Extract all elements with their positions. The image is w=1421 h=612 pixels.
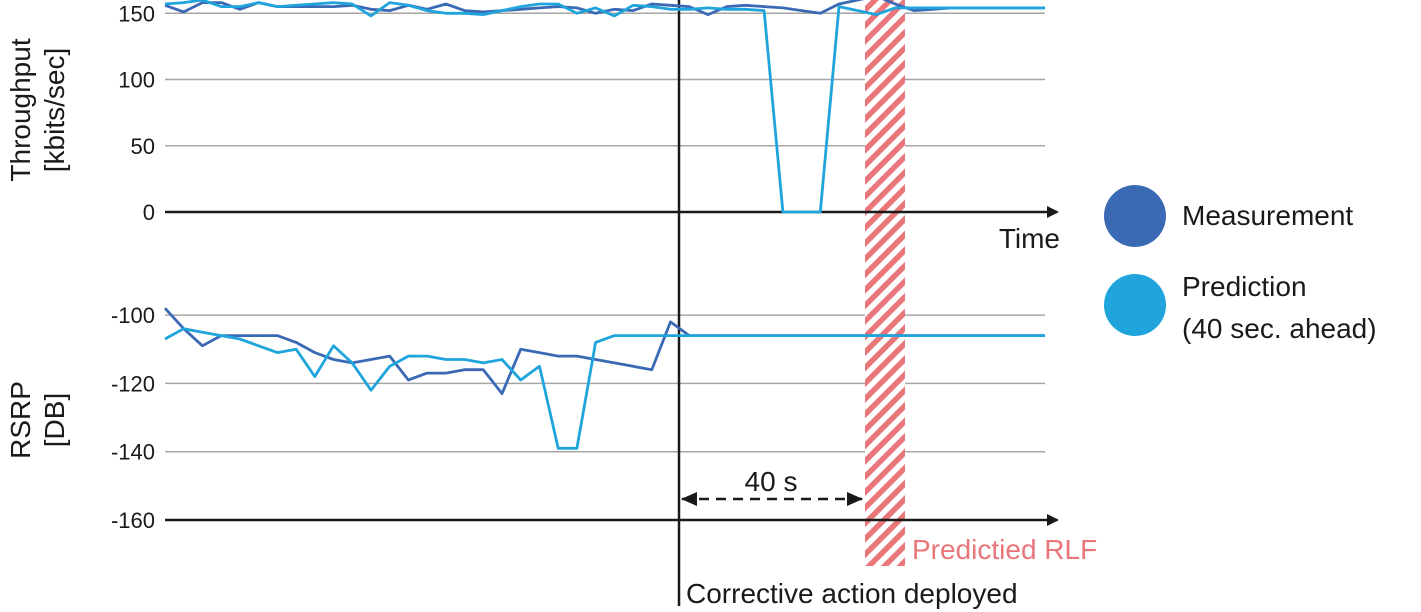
legend-label-measurement: Measurement — [1182, 200, 1353, 231]
rlf-band-layer — [865, 0, 905, 566]
y-tick-label: -120 — [111, 371, 155, 396]
gridlines — [165, 12, 1045, 453]
time-xlabel: Time — [999, 223, 1060, 254]
y-tick-label: -160 — [111, 508, 155, 533]
rsrp-ylabel: RSRP — [5, 381, 36, 459]
tick-labels: 0 50 100 150 -100 -120 -140 -160 — [111, 1, 155, 533]
series-line-prediction-1 — [164, 327, 1045, 450]
throughput-ylabel-unit: [kbits/sec] — [39, 48, 70, 172]
rlf-band — [865, 0, 905, 566]
legend-label-prediction-note: (40 sec. ahead) — [1182, 313, 1377, 344]
y-tick-label: 100 — [118, 68, 155, 93]
interval-label: 40 s — [745, 466, 798, 497]
legend-swatch-measurement — [1104, 185, 1166, 247]
y-tick-label: 0 — [143, 200, 155, 225]
series-lines — [163, 0, 1045, 450]
corrective-action-label: Corrective action deployed — [686, 578, 1018, 609]
throughput-ylabel: Throughput — [5, 38, 36, 181]
legend-label-prediction: Prediction — [1182, 271, 1307, 302]
y-tick-label: 150 — [118, 1, 155, 26]
legend-swatch-prediction — [1104, 274, 1166, 336]
axes — [165, 0, 1059, 606]
y-tick-label: -100 — [111, 303, 155, 328]
legend: Measurement Prediction (40 sec. ahead) — [1104, 185, 1377, 344]
rsrp-ylabel-unit: [DB] — [39, 393, 70, 447]
y-tick-label: 50 — [131, 134, 155, 159]
rlf-label: Predictied RLF — [912, 534, 1097, 565]
series-line-prediction-0 — [164, 0, 1045, 214]
y-tick-label: -140 — [111, 440, 155, 465]
